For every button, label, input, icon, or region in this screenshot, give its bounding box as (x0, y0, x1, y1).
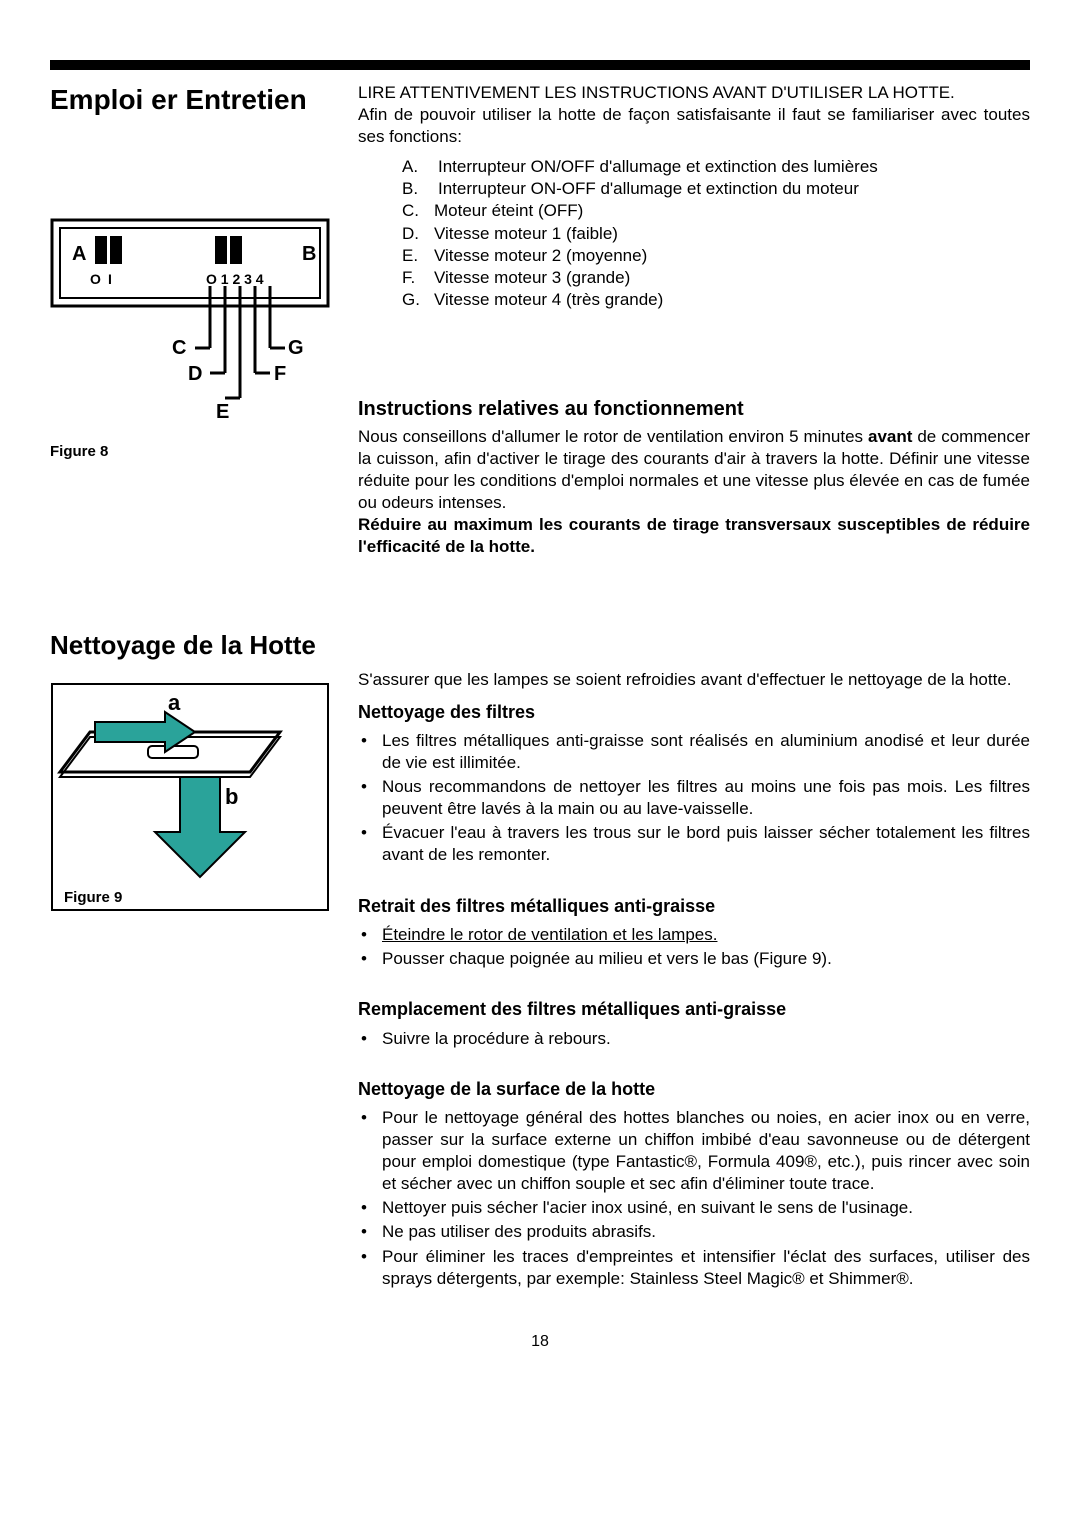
instructions-p1: Nous conseillons d'allumer le rotor de v… (358, 426, 1030, 514)
svg-text:b: b (225, 784, 238, 809)
svg-text:a: a (168, 690, 181, 715)
svg-text:D: D (188, 363, 202, 385)
figure8-label-a: A (72, 243, 86, 265)
figure-8: A B O I O 1 2 3 4 C D (50, 218, 330, 428)
figure-9-svg: a b Figure 9 (50, 682, 330, 912)
functions-list: A.Interrupteur ON/OFF d'allumage et exti… (358, 156, 1030, 311)
svg-text:E: E (216, 401, 229, 423)
page-number: 18 (50, 1332, 1030, 1353)
section2-heading: Nettoyage de la Hotte (50, 629, 330, 663)
section1-intro: LIRE ATTENTIVEMENT LES INSTRUCTIONS AVAN… (358, 82, 1030, 148)
svg-text:O: O (90, 271, 101, 287)
svg-text:G: G (288, 337, 304, 359)
section1-heading: Emploi er Entretien (50, 82, 330, 118)
intro-line2: Afin de pouvoir utiliser la hotte de faç… (358, 105, 1030, 146)
section2-intro: S'assurer que les lampes se soient refro… (358, 669, 1030, 691)
svg-text:F: F (274, 363, 286, 385)
surface-heading: Nettoyage de la surface de la hotte (358, 1078, 1030, 1101)
remplacement-bullets: Suivre la procédure à rebours. (358, 1028, 1030, 1050)
filters-heading: Nettoyage des filtres (358, 701, 1030, 724)
figure8-label-b: B (302, 243, 316, 265)
surface-bullets: Pour le nettoyage général des hottes bla… (358, 1107, 1030, 1290)
section-emploi: Emploi er Entretien A B O I O 1 2 3 4 (50, 82, 1030, 559)
figure-8-svg: A B O I O 1 2 3 4 C D (50, 218, 330, 428)
retrait-heading: Retrait des filtres métalliques anti-gra… (358, 895, 1030, 918)
svg-text:I: I (108, 271, 112, 287)
instructions-bold: Réduire au maximum les courants de tirag… (358, 514, 1030, 558)
section-nettoyage: Nettoyage de la Hotte a b Figure 9 (50, 629, 1030, 1292)
filters-bullets: Les filtres métalliques anti-graisse son… (358, 730, 1030, 867)
instructions-heading: Instructions relatives au fonctionnement (358, 396, 1030, 422)
svg-text:Figure 9: Figure 9 (64, 889, 122, 906)
svg-text:O 1 2 3 4: O 1 2 3 4 (206, 271, 264, 287)
top-horizontal-rule (50, 60, 1030, 70)
retrait-bullets: Éteindre le rotor de ventilation et les … (358, 924, 1030, 970)
intro-line1: LIRE ATTENTIVEMENT LES INSTRUCTIONS AVAN… (358, 83, 955, 102)
remplacement-heading: Remplacement des filtres métalliques ant… (358, 998, 1030, 1021)
figure-9: a b Figure 9 (50, 682, 330, 912)
svg-text:C: C (172, 337, 186, 359)
figure8-caption: Figure 8 (50, 442, 330, 462)
